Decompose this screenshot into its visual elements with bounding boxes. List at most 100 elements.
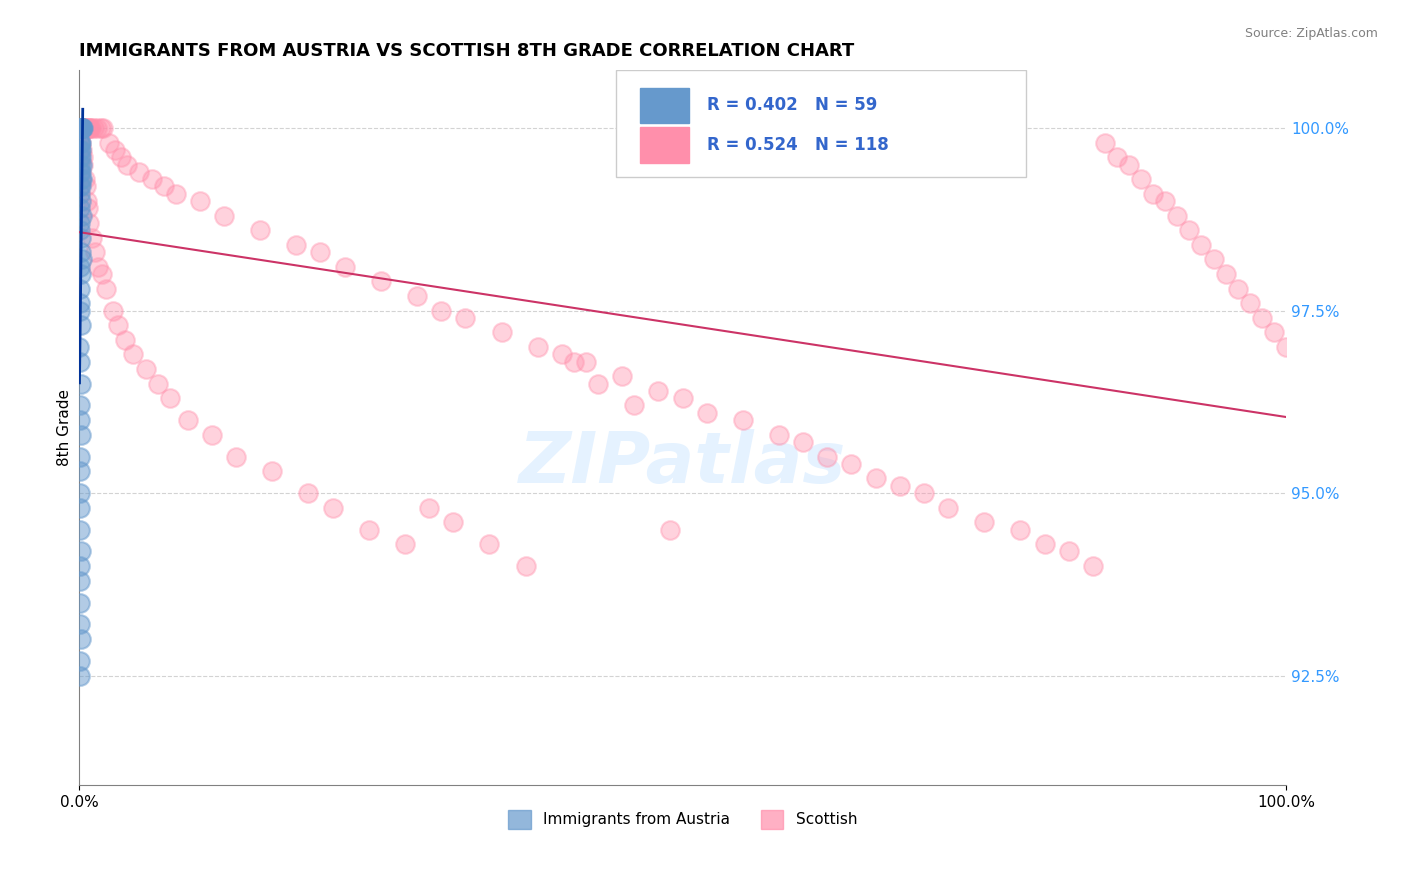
Point xyxy=(69,399,91,413)
Point xyxy=(117,157,139,171)
Text: R = 0.524   N = 118: R = 0.524 N = 118 xyxy=(707,136,889,153)
Point xyxy=(86,121,108,136)
Point xyxy=(612,369,634,384)
Text: R = 0.402   N = 59: R = 0.402 N = 59 xyxy=(707,96,877,114)
Point xyxy=(70,230,93,244)
Point xyxy=(91,121,114,136)
Bar xyxy=(640,127,689,162)
Point xyxy=(69,260,91,274)
Point xyxy=(551,347,574,361)
Point xyxy=(1239,296,1261,310)
Point xyxy=(69,668,91,682)
Point xyxy=(69,128,91,143)
Point xyxy=(69,186,91,201)
Point xyxy=(70,121,93,136)
Point xyxy=(249,223,271,237)
Point xyxy=(69,150,91,164)
Point xyxy=(76,194,98,208)
Point xyxy=(70,121,93,136)
Point xyxy=(70,121,93,136)
Point xyxy=(69,121,91,136)
Point xyxy=(69,617,91,632)
Point xyxy=(69,143,91,157)
Point xyxy=(72,121,94,136)
Point xyxy=(586,376,609,391)
Point xyxy=(69,523,91,537)
Point xyxy=(69,216,91,230)
Point xyxy=(69,121,91,136)
Point xyxy=(936,500,959,515)
Point xyxy=(478,537,501,551)
Point xyxy=(128,165,150,179)
Point xyxy=(69,486,91,500)
Text: IMMIGRANTS FROM AUSTRIA VS SCOTTISH 8TH GRADE CORRELATION CHART: IMMIGRANTS FROM AUSTRIA VS SCOTTISH 8TH … xyxy=(79,42,855,60)
Point xyxy=(69,464,91,478)
Point xyxy=(70,427,93,442)
Point xyxy=(69,282,91,296)
Point xyxy=(212,209,235,223)
Point xyxy=(69,157,91,171)
Point xyxy=(73,121,96,136)
Point xyxy=(696,406,718,420)
Point xyxy=(69,202,91,216)
Point xyxy=(285,238,308,252)
Point xyxy=(526,340,548,354)
Point xyxy=(1105,150,1128,164)
Point xyxy=(865,471,887,485)
Point xyxy=(1154,194,1177,208)
Point xyxy=(72,121,94,136)
Point xyxy=(1057,544,1080,558)
Point xyxy=(69,318,91,333)
Point xyxy=(69,121,91,136)
Point xyxy=(70,121,93,136)
Point xyxy=(69,559,91,574)
Point xyxy=(79,216,101,230)
Point xyxy=(69,179,91,194)
Point xyxy=(1263,326,1285,340)
Point xyxy=(70,267,93,281)
Point xyxy=(69,303,91,318)
Point xyxy=(731,413,754,427)
Point xyxy=(69,245,91,260)
Point xyxy=(101,303,124,318)
Point xyxy=(768,427,790,442)
Point xyxy=(1130,172,1153,186)
Point xyxy=(357,523,380,537)
Point xyxy=(1094,136,1116,150)
Point xyxy=(69,500,91,515)
Point xyxy=(454,310,477,325)
Point xyxy=(70,121,93,136)
Point xyxy=(491,326,513,340)
Point xyxy=(69,223,91,237)
Point xyxy=(122,347,145,361)
Point xyxy=(562,354,585,368)
Point xyxy=(370,274,392,288)
Point xyxy=(69,632,91,646)
Point xyxy=(671,391,693,405)
Bar xyxy=(640,87,689,123)
FancyBboxPatch shape xyxy=(616,70,1026,177)
Point xyxy=(69,121,91,136)
Point xyxy=(73,172,96,186)
Point xyxy=(107,318,129,333)
Point xyxy=(104,143,127,157)
Point xyxy=(1191,238,1213,252)
Point xyxy=(70,121,93,136)
Point xyxy=(70,121,93,136)
Point xyxy=(841,457,863,471)
Point xyxy=(792,434,814,449)
Point xyxy=(515,559,537,574)
Point xyxy=(134,362,156,376)
Point xyxy=(1010,523,1032,537)
Point xyxy=(69,296,91,310)
Point xyxy=(77,121,100,136)
Point xyxy=(165,186,187,201)
Point xyxy=(69,450,91,464)
Point xyxy=(94,282,117,296)
Point xyxy=(69,413,91,427)
Point xyxy=(72,157,94,171)
Point xyxy=(69,574,91,588)
Point xyxy=(69,121,91,136)
Point xyxy=(70,143,93,157)
Point xyxy=(647,384,669,398)
